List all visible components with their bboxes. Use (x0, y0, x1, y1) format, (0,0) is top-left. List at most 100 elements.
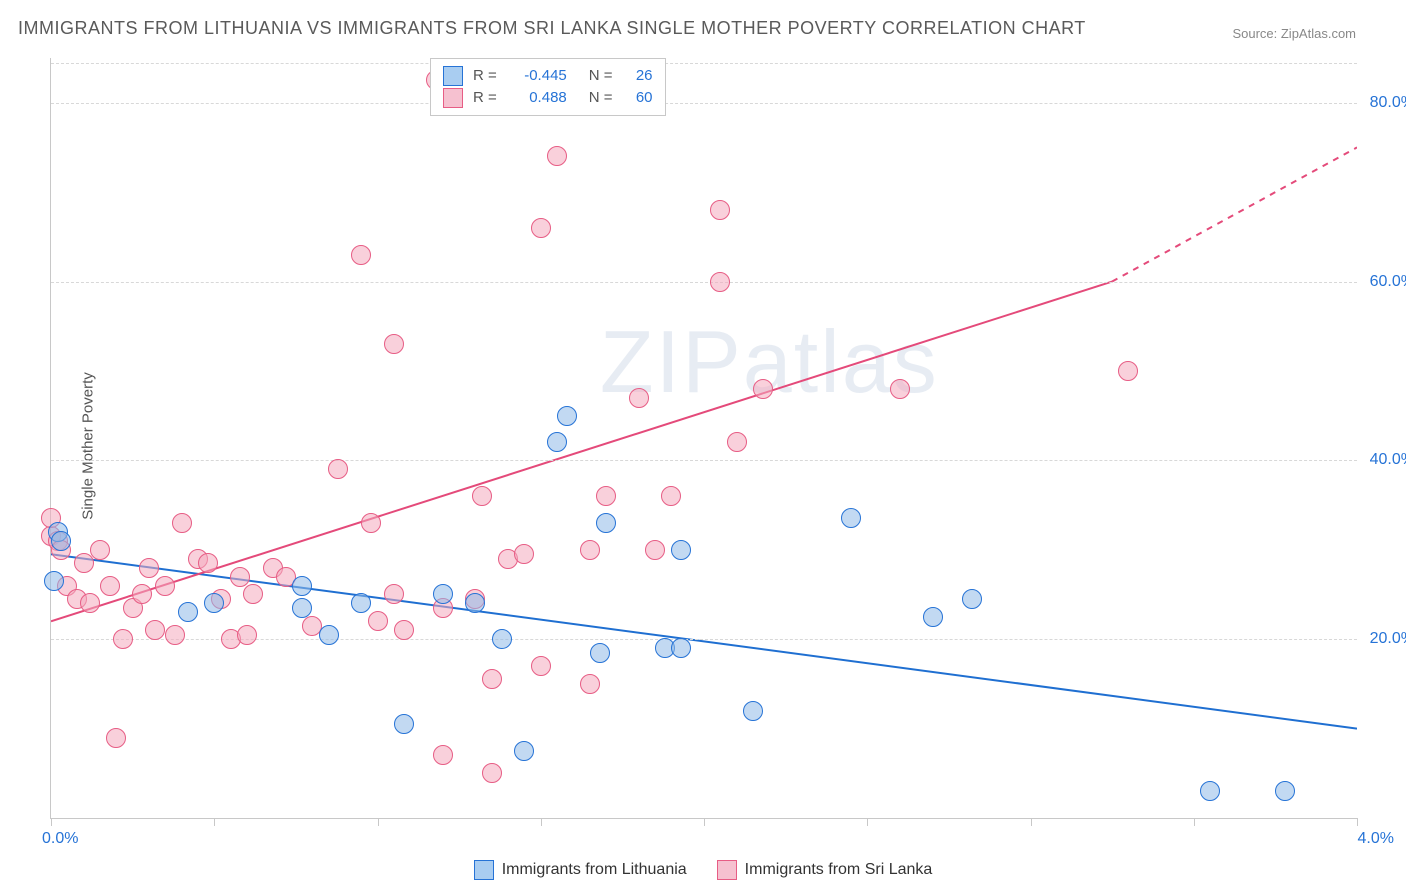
gridline (51, 282, 1357, 283)
legend-item-lithuania: Immigrants from Lithuania (474, 860, 687, 880)
data-point (531, 218, 551, 238)
chart-title: IMMIGRANTS FROM LITHUANIA VS IMMIGRANTS … (18, 18, 1086, 39)
legend-label-srilanka: Immigrants from Sri Lanka (745, 861, 933, 879)
gridline (51, 460, 1357, 461)
data-point (962, 589, 982, 609)
data-point (433, 584, 453, 604)
legend-row-lithuania: R = -0.445 N = 26 (443, 65, 653, 87)
data-point (557, 406, 577, 426)
legend-swatch-pink (443, 88, 463, 108)
watermark: ZIPatlas (600, 311, 939, 413)
data-point (384, 334, 404, 354)
n-value-srilanka: 60 (623, 87, 653, 109)
data-point (292, 576, 312, 596)
x-axis-tick (541, 818, 542, 826)
r-value-lithuania: -0.445 (507, 65, 567, 87)
data-point (890, 379, 910, 399)
data-point (394, 714, 414, 734)
y-axis-tick-label: 20.0% (1370, 630, 1406, 648)
data-point (433, 745, 453, 765)
data-point (100, 576, 120, 596)
data-point (1118, 361, 1138, 381)
data-point (361, 513, 381, 533)
y-axis-tick-label: 40.0% (1370, 451, 1406, 469)
legend-label-lithuania: Immigrants from Lithuania (502, 861, 687, 879)
data-point (74, 553, 94, 573)
data-point (165, 625, 185, 645)
legend-swatch-blue (443, 66, 463, 86)
correlation-legend: R = -0.445 N = 26 R = 0.488 N = 60 (430, 58, 666, 116)
legend-swatch-pink (717, 860, 737, 880)
data-point (580, 674, 600, 694)
data-point (671, 638, 691, 658)
x-axis-tick (867, 818, 868, 826)
data-point (198, 553, 218, 573)
data-point (531, 656, 551, 676)
r-value-srilanka: 0.488 (507, 87, 567, 109)
data-point (172, 513, 192, 533)
x-axis-tick (214, 818, 215, 826)
data-point (514, 741, 534, 761)
data-point (351, 245, 371, 265)
data-point (671, 540, 691, 560)
data-point (106, 728, 126, 748)
data-point (514, 544, 534, 564)
data-point (547, 146, 567, 166)
x-axis-tick (1194, 818, 1195, 826)
gridline (51, 103, 1357, 104)
data-point (923, 607, 943, 627)
data-point (472, 486, 492, 506)
data-point (661, 486, 681, 506)
data-point (1275, 781, 1295, 801)
x-axis-tick (378, 818, 379, 826)
data-point (590, 643, 610, 663)
data-point (710, 272, 730, 292)
gridline (51, 63, 1357, 64)
data-point (645, 540, 665, 560)
y-axis-tick-label: 60.0% (1370, 273, 1406, 291)
data-point (80, 593, 100, 613)
data-point (482, 763, 502, 783)
legend-swatch-blue (474, 860, 494, 880)
data-point (1200, 781, 1220, 801)
data-point (629, 388, 649, 408)
data-point (710, 200, 730, 220)
x-axis-tick (1031, 818, 1032, 826)
x-axis-tick (704, 818, 705, 826)
data-point (753, 379, 773, 399)
data-point (113, 629, 133, 649)
r-label: R = (473, 87, 497, 109)
data-point (44, 571, 64, 591)
series-legend: Immigrants from Lithuania Immigrants fro… (0, 860, 1406, 880)
n-label: N = (589, 87, 613, 109)
x-axis-min-label: 0.0% (42, 830, 78, 848)
n-value-lithuania: 26 (623, 65, 653, 87)
plot-area: ZIPatlas 20.0%40.0%60.0%80.0% (50, 58, 1357, 819)
trendline-layer (51, 58, 1357, 818)
data-point (155, 576, 175, 596)
data-point (596, 486, 616, 506)
data-point (178, 602, 198, 622)
data-point (51, 531, 71, 551)
data-point (465, 593, 485, 613)
chart-container: IMMIGRANTS FROM LITHUANIA VS IMMIGRANTS … (0, 0, 1406, 892)
source-attribution: Source: ZipAtlas.com (1232, 26, 1356, 41)
data-point (319, 625, 339, 645)
data-point (384, 584, 404, 604)
data-point (596, 513, 616, 533)
data-point (368, 611, 388, 631)
x-axis-tick (51, 818, 52, 826)
r-label: R = (473, 65, 497, 87)
data-point (139, 558, 159, 578)
legend-item-srilanka: Immigrants from Sri Lanka (717, 860, 933, 880)
data-point (204, 593, 224, 613)
data-point (230, 567, 250, 587)
data-point (482, 669, 502, 689)
data-point (90, 540, 110, 560)
data-point (394, 620, 414, 640)
data-point (841, 508, 861, 528)
data-point (351, 593, 371, 613)
data-point (237, 625, 257, 645)
legend-row-srilanka: R = 0.488 N = 60 (443, 87, 653, 109)
n-label: N = (589, 65, 613, 87)
